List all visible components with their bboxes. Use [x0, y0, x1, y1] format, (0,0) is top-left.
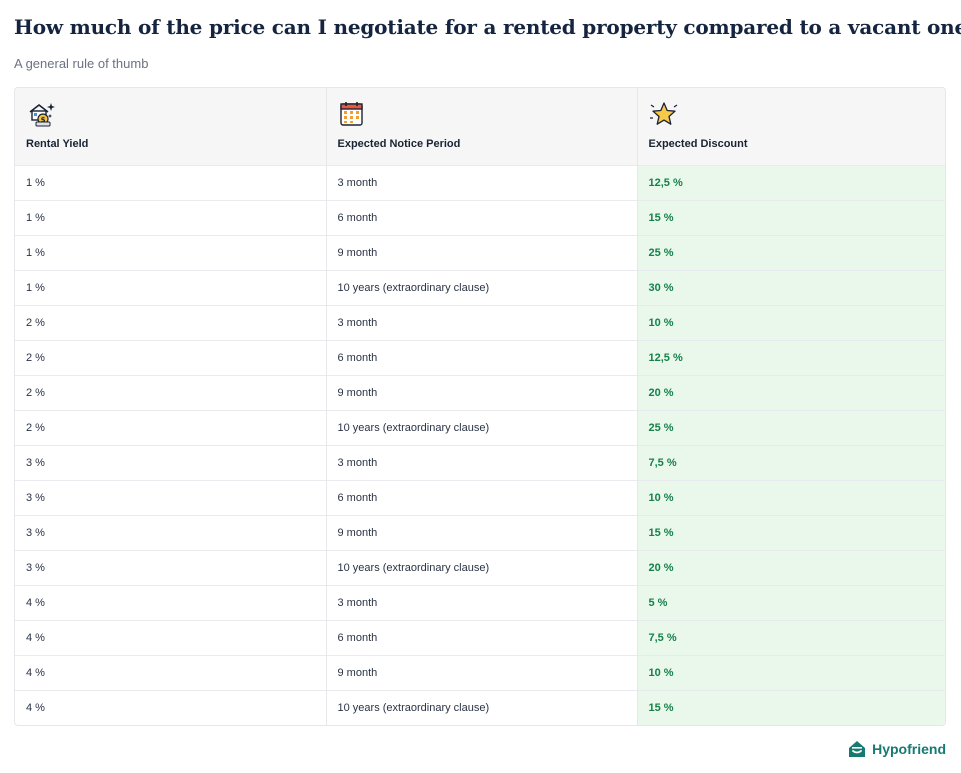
notice-period-cell: 6 month: [326, 479, 638, 515]
notice-period-cell: 9 month: [326, 654, 638, 690]
discount-cell: 5 %: [637, 584, 945, 620]
notice-period-cell: 3 month: [326, 304, 638, 340]
page-subtitle: A general rule of thumb: [14, 56, 149, 71]
table-row: 2 % 9 month 20 %: [15, 374, 945, 410]
discount-cell: 15 %: [637, 199, 945, 235]
discount-cell: 20 %: [637, 374, 945, 410]
notice-period-cell: 3 month: [326, 444, 638, 480]
discount-cell: 15 %: [637, 514, 945, 550]
rental-yield-cell: 3 %: [15, 479, 327, 515]
rental-yield-cell: 4 %: [15, 619, 327, 655]
notice-period-cell: 10 years (extraordinary clause): [326, 269, 638, 305]
discount-cell: 7,5 %: [637, 444, 945, 480]
table-row: 2 % 10 years (extraordinary clause) 25 %: [15, 409, 945, 445]
rental-yield-cell: 4 %: [15, 654, 327, 690]
table-row: 1 % 6 month 15 %: [15, 199, 945, 235]
rental-yield-cell: 3 %: [15, 514, 327, 550]
header-label: Expected Notice Period: [337, 138, 461, 150]
brand-name: Hypofriend: [872, 741, 946, 757]
discount-cell: 25 %: [637, 234, 945, 270]
table-row: 3 % 6 month 10 %: [15, 479, 945, 515]
notice-period-cell: 6 month: [326, 199, 638, 235]
header-notice-period: Expected Notice Period: [326, 88, 638, 165]
notice-period-cell: 10 years (extraordinary clause): [326, 689, 638, 725]
house-money-icon: $: [29, 103, 55, 127]
discount-cell: 12,5 %: [637, 164, 945, 200]
notice-period-cell: 10 years (extraordinary clause): [326, 549, 638, 585]
star-icon: [649, 102, 677, 125]
negotiation-table: $ Rental Yield: [14, 87, 946, 726]
notice-period-cell: 3 month: [326, 584, 638, 620]
table-row: 4 % 10 years (extraordinary clause) 15 %: [15, 689, 945, 725]
table-body: 1 % 3 month 12,5 % 1 % 6 month 15 % 1 % 9 month…: [15, 164, 945, 725]
svg-text:$: $: [41, 116, 46, 124]
header-label: Expected Discount: [648, 138, 748, 150]
notice-period-cell: 9 month: [326, 514, 638, 550]
table-row: 4 % 3 month 5 %: [15, 584, 945, 620]
hypofriend-logo-icon: [849, 741, 866, 757]
discount-cell: 25 %: [637, 409, 945, 445]
header-rental-yield: $ Rental Yield: [15, 88, 327, 165]
rental-yield-cell: 1 %: [15, 234, 327, 270]
discount-cell: 15 %: [637, 689, 945, 725]
rental-yield-cell: 4 %: [15, 584, 327, 620]
table-row: 4 % 9 month 10 %: [15, 654, 945, 690]
rental-yield-cell: 2 %: [15, 339, 327, 375]
header-expected-discount: Expected Discount: [637, 88, 945, 165]
notice-period-cell: 9 month: [326, 374, 638, 410]
table-row: 1 % 9 month 25 %: [15, 234, 945, 270]
table-row: 3 % 10 years (extraordinary clause) 20 %: [15, 549, 945, 585]
table-row: 4 % 6 month 7,5 %: [15, 619, 945, 655]
rental-yield-cell: 2 %: [15, 304, 327, 340]
rental-yield-cell: 2 %: [15, 409, 327, 445]
rental-yield-cell: 2 %: [15, 374, 327, 410]
header-label: Rental Yield: [26, 138, 89, 150]
rental-yield-cell: 1 %: [15, 164, 327, 200]
table-row: 2 % 6 month 12,5 %: [15, 339, 945, 375]
table-header-row: $ Rental Yield: [15, 88, 945, 165]
rental-yield-cell: 1 %: [15, 199, 327, 235]
discount-cell: 7,5 %: [637, 619, 945, 655]
table-row: 1 % 3 month 12,5 %: [15, 164, 945, 200]
discount-cell: 20 %: [637, 549, 945, 585]
discount-cell: 10 %: [637, 654, 945, 690]
calendar-icon: [339, 102, 363, 126]
page-title: How much of the price can I negotiate fo…: [14, 15, 961, 39]
brand-logo: Hypofriend: [847, 739, 946, 759]
rental-yield-cell: 4 %: [15, 689, 327, 725]
table-row: 2 % 3 month 10 %: [15, 304, 945, 340]
notice-period-cell: 10 years (extraordinary clause): [326, 409, 638, 445]
table-row: 3 % 3 month 7,5 %: [15, 444, 945, 480]
discount-cell: 10 %: [637, 479, 945, 515]
table-row: 3 % 9 month 15 %: [15, 514, 945, 550]
notice-period-cell: 9 month: [326, 234, 638, 270]
notice-period-cell: 6 month: [326, 619, 638, 655]
notice-period-cell: 3 month: [326, 164, 638, 200]
rental-yield-cell: 1 %: [15, 269, 327, 305]
discount-cell: 10 %: [637, 304, 945, 340]
rental-yield-cell: 3 %: [15, 549, 327, 585]
table-row: 1 % 10 years (extraordinary clause) 30 %: [15, 269, 945, 305]
notice-period-cell: 6 month: [326, 339, 638, 375]
rental-yield-cell: 3 %: [15, 444, 327, 480]
discount-cell: 30 %: [637, 269, 945, 305]
discount-cell: 12,5 %: [637, 339, 945, 375]
